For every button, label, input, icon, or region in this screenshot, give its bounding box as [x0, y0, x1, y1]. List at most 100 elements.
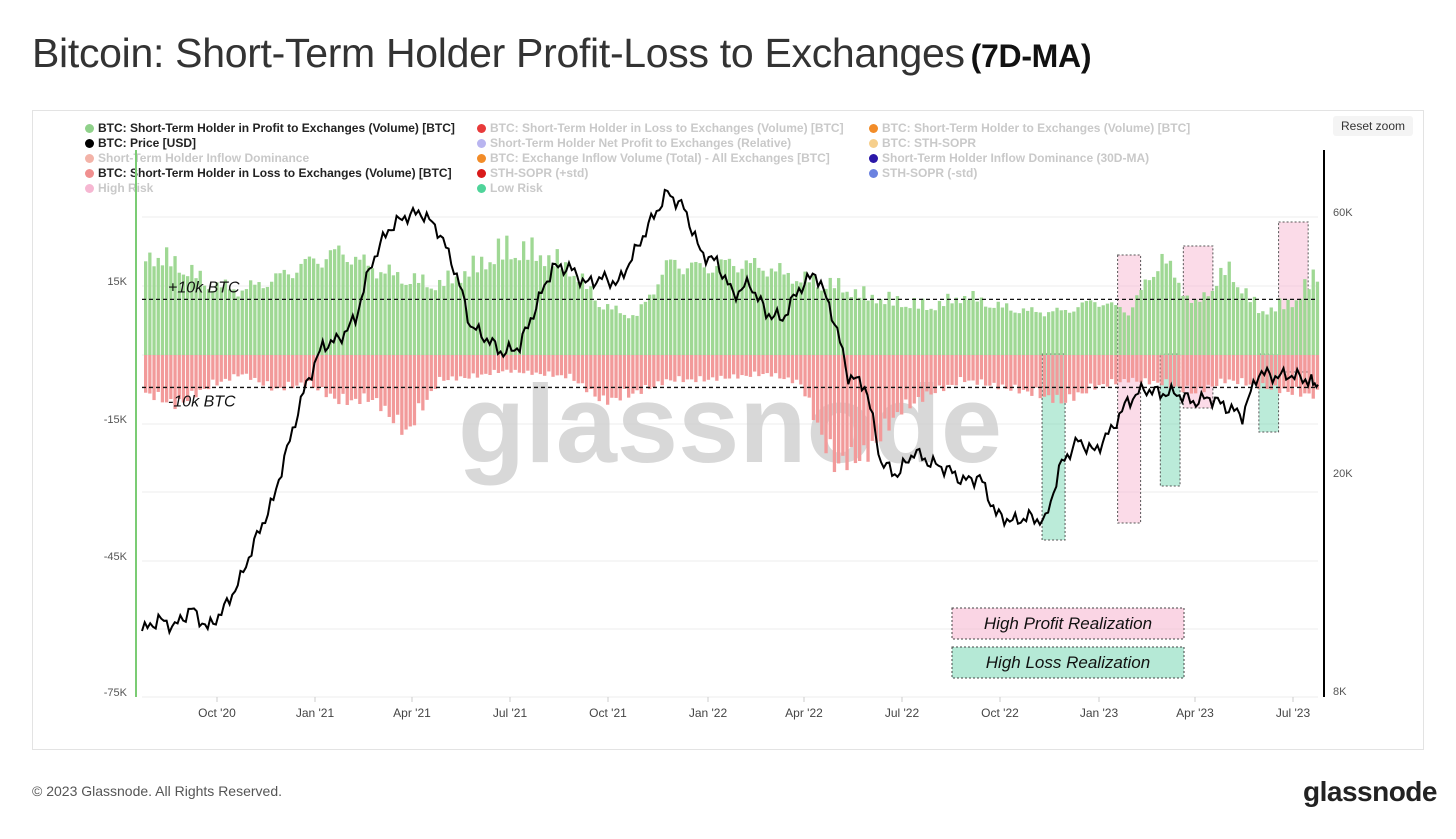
profit-bar [509, 259, 513, 355]
loss-bar [1185, 355, 1189, 386]
profit-bar [442, 286, 446, 355]
loss-bar [501, 355, 505, 372]
right-tick-label: 60K [1333, 207, 1353, 219]
legend-item[interactable]: BTC: Price [USD] [85, 136, 196, 150]
loss-bar [320, 355, 324, 388]
loss-bar [454, 355, 459, 381]
loss-bar [656, 355, 660, 382]
loss-bar [274, 355, 278, 389]
loss-bar [299, 355, 303, 383]
loss-bar [534, 355, 538, 373]
loss-bar [1307, 355, 1311, 394]
profit-bar [1017, 313, 1021, 355]
loss-bar [223, 355, 228, 379]
loss-bar [207, 355, 211, 390]
loss-bar [849, 355, 853, 448]
legend-item[interactable]: Short-Term Holder Net Profit to Exchange… [477, 136, 791, 150]
legend-item[interactable]: STH-SOPR (-std) [869, 166, 977, 180]
legend-item[interactable]: BTC: Short-Term Holder to Exchanges (Vol… [869, 121, 1190, 135]
legend-item[interactable]: BTC: STH-SOPR [869, 136, 976, 150]
profit-bar [904, 306, 908, 355]
profit-bar [160, 265, 165, 355]
profit-bar [925, 310, 929, 355]
loss-bar [1135, 355, 1139, 382]
loss-bar [509, 355, 513, 373]
loss-bar [690, 355, 694, 380]
profit-bar [1278, 298, 1282, 355]
loss-bar [753, 355, 757, 372]
loss-bar [459, 355, 463, 377]
loss-bar [181, 355, 186, 403]
annotation-legend-box [951, 607, 1185, 640]
profit-bar [1055, 307, 1059, 355]
legend-label: STH-SOPR (-std) [882, 166, 978, 180]
loss-bar [1101, 355, 1105, 385]
profit-bar [601, 309, 606, 355]
profit-bar [845, 291, 849, 355]
profit-bar [824, 288, 828, 355]
profit-bar [912, 297, 916, 355]
loss-bar [522, 355, 526, 374]
loss-bar [337, 355, 341, 405]
profit-bar [345, 261, 349, 355]
profit-bar [799, 282, 803, 355]
reset-zoom-button[interactable]: Reset zoom [1333, 116, 1413, 136]
legend-item[interactable]: Short-Term Holder Inflow Dominance [85, 151, 309, 165]
profit-bar [1000, 307, 1005, 355]
loss-bar [958, 355, 963, 378]
loss-bar [702, 355, 706, 382]
loss-bar [715, 355, 719, 381]
profit-bar [1080, 302, 1084, 355]
loss-bar [1059, 355, 1063, 404]
loss-bar [904, 355, 908, 400]
loss-bar [1126, 355, 1131, 383]
legend-item[interactable]: BTC: Short-Term Holder in Loss to Exchan… [477, 121, 844, 135]
loss-bar [265, 355, 270, 382]
profit-bar [971, 290, 975, 355]
legend-item[interactable]: STH-SOPR (+std) [477, 166, 588, 180]
legend-item[interactable]: Low Risk [477, 181, 543, 195]
loss-bar [975, 355, 979, 385]
profit-bar [685, 268, 690, 355]
profit-bar [778, 263, 782, 355]
loss-bar [1084, 355, 1089, 394]
profit-bar [400, 283, 404, 355]
profit-bar [862, 286, 866, 355]
copyright: © 2023 Glassnode. All Rights Reserved. [32, 783, 283, 799]
annotation-legend-label: High Profit Realization [984, 614, 1152, 633]
legend-item[interactable]: BTC: Exchange Inflow Volume (Total) - Al… [477, 151, 830, 165]
legend-item[interactable]: Short-Term Holder Inflow Dominance (30D-… [869, 151, 1149, 165]
profit-bar [190, 264, 194, 355]
profit-bar [450, 283, 454, 355]
profit-bar [1021, 308, 1026, 355]
loss-bar [505, 355, 509, 370]
loss-bar [1257, 355, 1261, 389]
loss-bar [496, 355, 501, 374]
loss-bar [186, 355, 190, 402]
profit-bar [992, 307, 996, 355]
loss-bar [1202, 355, 1206, 393]
profit-bar [1164, 263, 1168, 355]
legend-item[interactable]: BTC: Short-Term Holder in Profit to Exch… [85, 121, 455, 135]
loss-bar [631, 355, 635, 394]
profit-bar [475, 272, 480, 355]
legend-item[interactable]: BTC: Short-Term Holder in Loss to Exchan… [85, 166, 452, 180]
profit-bar [706, 273, 711, 355]
loss-bar [942, 355, 946, 392]
profit-bar [1282, 309, 1286, 355]
profit-bar [740, 268, 744, 355]
loss-bar [1152, 355, 1156, 381]
loss-bar [908, 355, 912, 409]
loss-bar [1047, 355, 1051, 396]
loss-bar [291, 355, 295, 389]
loss-bar [316, 355, 320, 391]
profit-bar [265, 286, 270, 355]
profit-bar [690, 262, 694, 355]
loss-bar [173, 355, 177, 410]
legend-item[interactable]: High Risk [85, 181, 153, 195]
loss-bar [1303, 355, 1307, 394]
loss-bar [614, 355, 618, 398]
loss-bar [160, 355, 165, 403]
loss-bar [1147, 355, 1152, 385]
